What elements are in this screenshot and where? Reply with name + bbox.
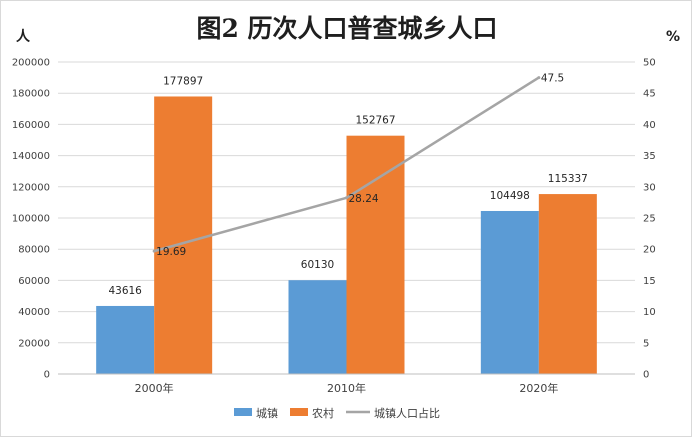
x-category-label: 2000年 (135, 381, 174, 395)
y-left-unit: 人 (16, 28, 31, 45)
legend-label: 城镇人口占比 (374, 406, 440, 420)
bar-农村 (154, 96, 213, 374)
y-right-tick-label: 50 (643, 58, 656, 69)
x-category-label: 2010年 (327, 381, 366, 395)
y-right-tick-label: 35 (643, 151, 656, 162)
bar-城镇 (480, 210, 539, 374)
bar-data-label: 177897 (163, 75, 203, 87)
line-point (152, 249, 156, 253)
line-point (345, 196, 348, 200)
y-left-tick-label: 160000 (12, 120, 50, 131)
y-right-tick-label: 25 (643, 214, 656, 225)
legend-label: 城镇 (256, 406, 278, 420)
axis-ticks: 0 20000 40000 60000 80000 100000 120000 140000 1… (12, 58, 656, 396)
line-series (152, 76, 541, 253)
y-right-tick-label: 10 (643, 307, 656, 318)
bars (96, 96, 597, 374)
y-left-tick-label: 140000 (12, 151, 50, 162)
bar-data-label: 43616 (108, 285, 142, 297)
y-left-tick-label: 120000 (12, 182, 50, 193)
y-left-tick-label: 0 (44, 370, 50, 381)
y-left-tick-label: 80000 (18, 245, 50, 256)
bar-农村 (538, 194, 597, 374)
y-left-tick-label: 180000 (12, 89, 50, 100)
y-right-unit: % (666, 29, 680, 45)
y-right-tick-label: 20 (643, 245, 656, 256)
y-right-tick-label: 30 (643, 182, 656, 193)
x-category-label: 2020年 (519, 381, 558, 395)
y-left-tick-label: 40000 (18, 307, 50, 318)
data-labels: 43616 177897 60130 152767 104498 115337 19.69 2… (108, 73, 587, 297)
bar-data-label: 152767 (355, 115, 395, 127)
bar-城镇 (288, 280, 347, 374)
legend-swatch (234, 408, 252, 416)
bar-农村 (346, 135, 405, 374)
bar-data-label: 104498 (490, 190, 530, 202)
bar-data-label: 115337 (548, 173, 588, 185)
legend: 城镇 农村 城镇人口占比 (234, 406, 440, 420)
y-left-tick-label: 20000 (18, 338, 50, 349)
y-right-tick-label: 40 (643, 120, 656, 131)
chart-title: 图2 历次人口普查城乡人口 (196, 14, 497, 43)
legend-swatch (290, 408, 308, 416)
line-data-label: 47.5 (541, 73, 564, 85)
line-data-label: 19.69 (156, 246, 186, 258)
y-right-tick-label: 5 (643, 338, 649, 349)
bar-城镇 (96, 305, 155, 374)
y-right-tick-label: 0 (643, 370, 649, 381)
legend-label: 农村 (312, 406, 334, 420)
bar-data-label: 60130 (301, 259, 334, 271)
y-left-tick-label: 200000 (12, 58, 50, 69)
y-left-tick-label: 60000 (18, 276, 50, 287)
y-right-tick-label: 15 (643, 276, 656, 287)
line-point (537, 76, 541, 80)
y-left-tick-label: 100000 (12, 214, 50, 225)
line-data-label: 28.24 (349, 193, 379, 205)
y-right-tick-label: 45 (643, 89, 656, 100)
